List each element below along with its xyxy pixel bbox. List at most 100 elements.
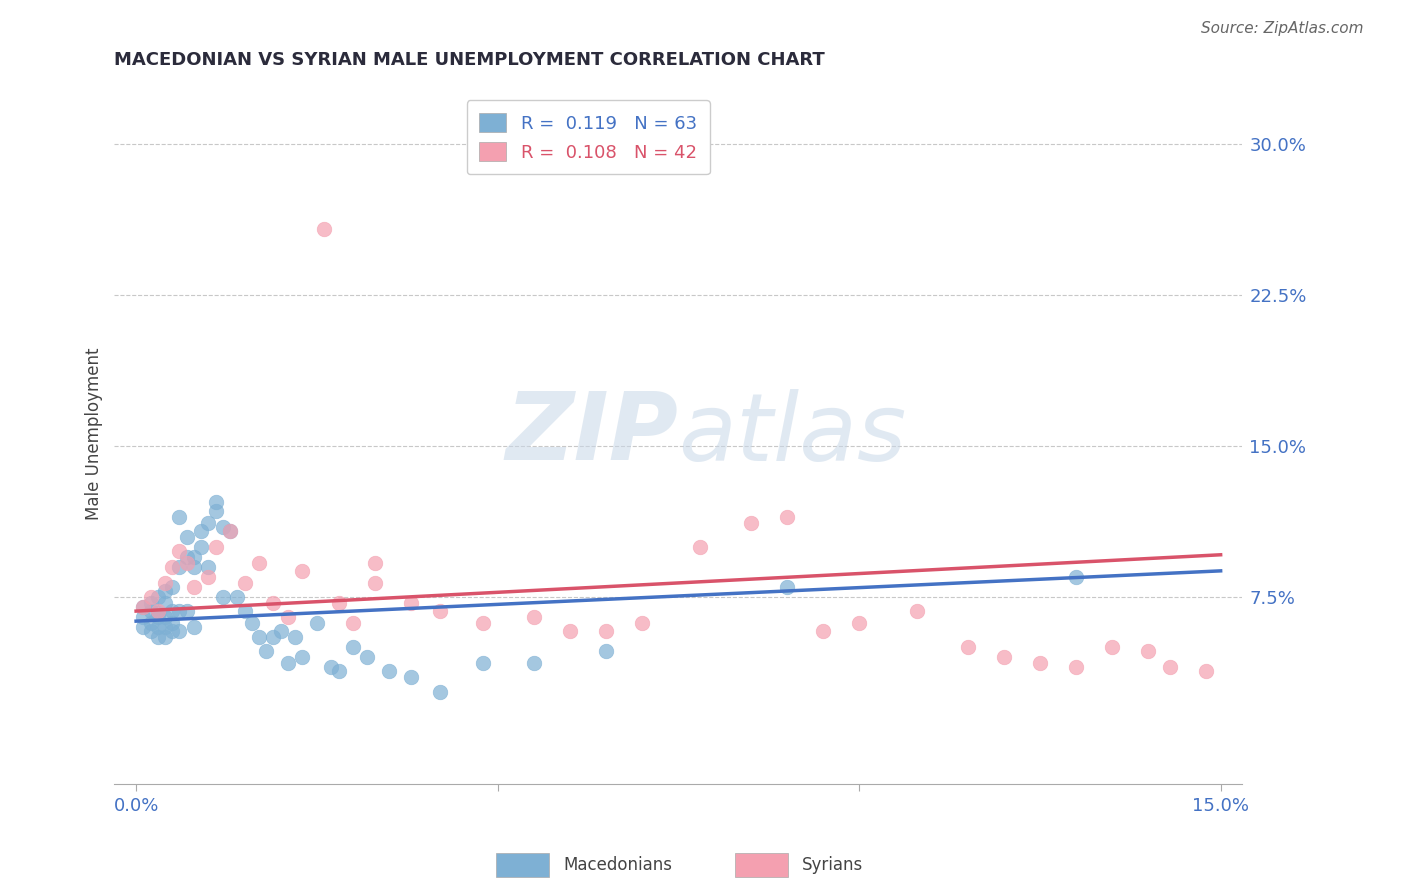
Point bbox=[204, 495, 226, 509]
Point bbox=[277, 610, 299, 624]
Point bbox=[472, 657, 495, 671]
Point bbox=[197, 559, 219, 574]
Point bbox=[523, 657, 546, 671]
Point bbox=[169, 624, 191, 639]
Point bbox=[328, 665, 350, 679]
Point bbox=[776, 509, 799, 524]
Point bbox=[1195, 665, 1218, 679]
Point bbox=[139, 624, 162, 639]
Point bbox=[429, 604, 451, 618]
Point bbox=[162, 580, 184, 594]
Point bbox=[1101, 640, 1123, 655]
Point bbox=[740, 516, 762, 530]
Point bbox=[132, 620, 155, 634]
Point bbox=[291, 564, 314, 578]
Point bbox=[169, 604, 191, 618]
Point bbox=[429, 684, 451, 698]
Point bbox=[314, 222, 336, 236]
Point bbox=[146, 610, 169, 624]
Point bbox=[162, 624, 184, 639]
Point bbox=[1029, 657, 1052, 671]
Point bbox=[219, 524, 242, 538]
Legend: R =  0.119   N = 63, R =  0.108   N = 42: R = 0.119 N = 63, R = 0.108 N = 42 bbox=[467, 100, 710, 174]
Point bbox=[378, 665, 401, 679]
Point bbox=[132, 600, 155, 615]
Point bbox=[1159, 660, 1181, 674]
Point bbox=[169, 543, 191, 558]
Point bbox=[689, 540, 711, 554]
Point bbox=[595, 624, 617, 639]
Point bbox=[132, 600, 155, 615]
Text: Syrians: Syrians bbox=[801, 856, 863, 874]
Point bbox=[183, 620, 205, 634]
Text: ZIP: ZIP bbox=[506, 388, 678, 480]
Point bbox=[1064, 660, 1087, 674]
Point bbox=[162, 616, 184, 631]
Point bbox=[162, 604, 184, 618]
Point bbox=[219, 524, 242, 538]
Point bbox=[233, 576, 256, 591]
Point bbox=[595, 644, 617, 658]
Point bbox=[176, 530, 198, 544]
Point bbox=[153, 576, 176, 591]
Point bbox=[204, 503, 226, 517]
Point bbox=[1064, 570, 1087, 584]
Point bbox=[153, 610, 176, 624]
Point bbox=[190, 524, 212, 538]
Point bbox=[776, 580, 799, 594]
Point bbox=[523, 610, 546, 624]
Text: Source: ZipAtlas.com: Source: ZipAtlas.com bbox=[1201, 21, 1364, 36]
Point bbox=[139, 604, 162, 618]
Point bbox=[226, 590, 249, 604]
Point bbox=[399, 670, 422, 684]
Point bbox=[146, 620, 169, 634]
Point bbox=[169, 509, 191, 524]
Point bbox=[472, 616, 495, 631]
Point bbox=[183, 580, 205, 594]
Point bbox=[993, 650, 1015, 665]
Point bbox=[956, 640, 979, 655]
Point bbox=[153, 630, 176, 644]
Point bbox=[204, 540, 226, 554]
Point bbox=[146, 630, 169, 644]
Point bbox=[197, 516, 219, 530]
Point bbox=[176, 556, 198, 570]
Point bbox=[212, 590, 235, 604]
Point bbox=[162, 559, 184, 574]
Point bbox=[1137, 644, 1160, 658]
Point bbox=[363, 576, 385, 591]
Point bbox=[848, 616, 870, 631]
Point bbox=[263, 630, 285, 644]
Point bbox=[247, 556, 270, 570]
Point bbox=[183, 559, 205, 574]
Point bbox=[153, 596, 176, 610]
Point bbox=[146, 606, 169, 620]
Point bbox=[153, 584, 176, 599]
Point bbox=[321, 660, 343, 674]
Point bbox=[183, 549, 205, 564]
Point bbox=[176, 549, 198, 564]
Point bbox=[263, 596, 285, 610]
Text: atlas: atlas bbox=[678, 389, 907, 480]
Point bbox=[558, 624, 581, 639]
Point bbox=[146, 590, 169, 604]
Point bbox=[139, 596, 162, 610]
Point bbox=[132, 610, 155, 624]
Point bbox=[328, 596, 350, 610]
Point bbox=[176, 604, 198, 618]
Point bbox=[342, 640, 364, 655]
Point bbox=[169, 559, 191, 574]
Point bbox=[284, 630, 307, 644]
Point bbox=[139, 616, 162, 631]
Point bbox=[631, 616, 654, 631]
Point bbox=[139, 590, 162, 604]
Point bbox=[811, 624, 834, 639]
Point bbox=[146, 604, 169, 618]
Point bbox=[153, 620, 176, 634]
Point bbox=[212, 519, 235, 533]
Point bbox=[342, 616, 364, 631]
Y-axis label: Male Unemployment: Male Unemployment bbox=[86, 348, 103, 520]
Point bbox=[305, 616, 328, 631]
Point bbox=[363, 556, 385, 570]
Point bbox=[240, 616, 263, 631]
